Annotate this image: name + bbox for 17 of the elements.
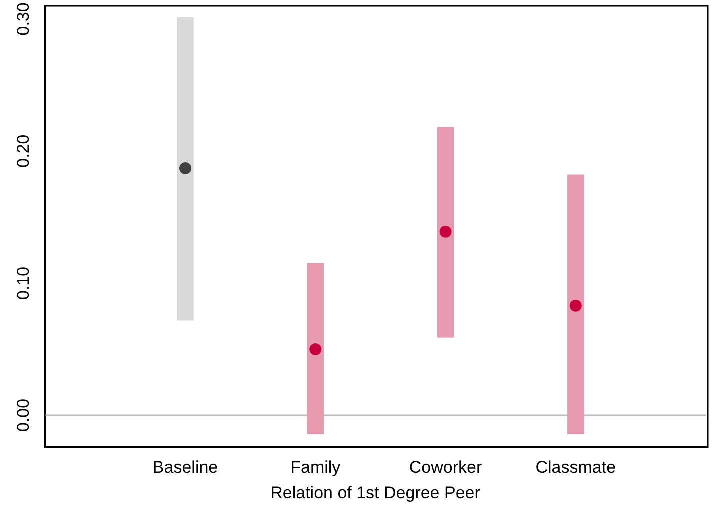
point bbox=[180, 162, 192, 174]
x-axis-title: Relation of 1st Degree Peer bbox=[270, 483, 481, 502]
x-tick-label: Coworker bbox=[409, 458, 482, 478]
point bbox=[570, 300, 582, 312]
point bbox=[440, 226, 452, 238]
x-tick-label: Baseline bbox=[152, 458, 218, 478]
bar bbox=[568, 174, 584, 434]
bar bbox=[177, 18, 194, 321]
x-tick-label: Family bbox=[290, 458, 342, 478]
bar bbox=[437, 127, 454, 338]
point bbox=[310, 343, 322, 356]
y-tick-label: 0.00 bbox=[14, 398, 34, 432]
y-tick-label: 0.10 bbox=[14, 266, 34, 300]
x-tick-label: Classmate bbox=[536, 458, 616, 478]
y-tick-label: 0.30 bbox=[14, 2, 34, 36]
y-tick-label: 0.20 bbox=[14, 134, 34, 168]
bar bbox=[307, 263, 324, 434]
